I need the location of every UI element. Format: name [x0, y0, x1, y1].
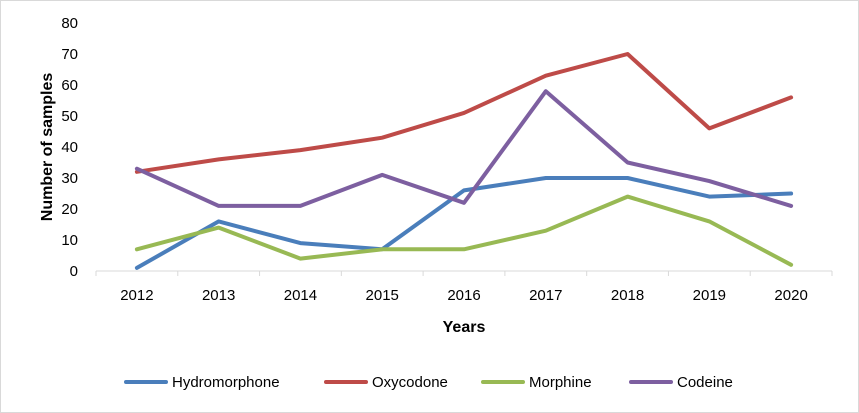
series-line-codeine [134, 89, 794, 208]
series-line-oxycodone [134, 52, 794, 174]
y-tick-label: 70 [61, 46, 78, 63]
y-tick-label: 30 [61, 170, 78, 187]
y-tick-label: 20 [61, 201, 78, 218]
y-tick-label: 80 [61, 15, 78, 32]
x-tick-label: 2018 [611, 287, 644, 304]
x-tick-label: 2017 [529, 287, 562, 304]
y-axis: 0 10 20 30 40 50 60 70 80 [61, 15, 78, 280]
x-tick-label: 2019 [693, 287, 726, 304]
x-tick-label: 2015 [366, 287, 399, 304]
legend-label: Hydromorphone [172, 374, 280, 391]
legend-item-morphine: Morphine [481, 374, 592, 391]
x-tick-label: 2014 [284, 287, 317, 304]
series-line-hydromorphone [134, 176, 794, 270]
x-tick-label: 2012 [120, 287, 153, 304]
x-tick-label: 2013 [202, 287, 235, 304]
legend-label: Codeine [677, 374, 733, 391]
legend-label: Morphine [529, 374, 592, 391]
legend-item-codeine: Codeine [629, 374, 733, 391]
x-tick-label: 2016 [447, 287, 480, 304]
y-tick-label: 0 [70, 263, 78, 280]
series-layer [134, 52, 794, 270]
legend: Hydromorphone Oxycodone Morphine Codeine [124, 374, 733, 391]
x-axis-title: Years [443, 319, 486, 336]
x-axis: 2012 2013 2014 2015 2016 2017 2018 2019 2020 [95, 270, 833, 304]
y-tick-label: 10 [61, 232, 78, 249]
y-axis-title: Number of samples [39, 73, 56, 222]
y-tick-label: 60 [61, 77, 78, 94]
series-line-morphine [134, 194, 794, 267]
x-tick-label: 2020 [774, 287, 807, 304]
legend-item-oxycodone: Oxycodone [324, 374, 448, 391]
legend-label: Oxycodone [372, 374, 448, 391]
y-tick-label: 50 [61, 108, 78, 125]
legend-item-hydromorphone: Hydromorphone [124, 374, 280, 391]
y-tick-label: 40 [61, 139, 78, 156]
